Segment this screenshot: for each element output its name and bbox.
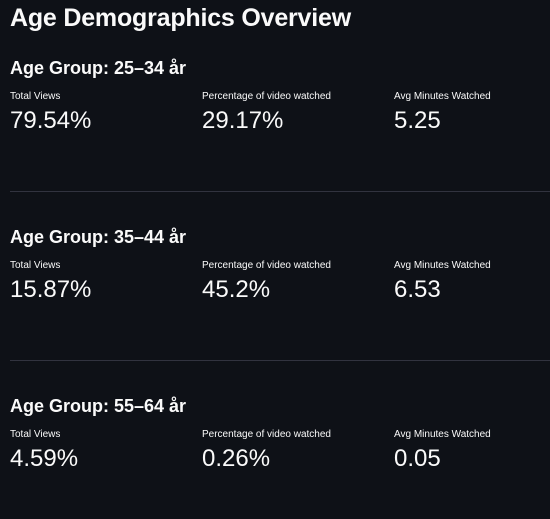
metric-label: Avg Minutes Watched [394,91,491,102]
metric-value: 0.26% [202,445,271,472]
metric-percentage-watched: Percentage of video watched 45.2% [202,260,331,304]
metric-value: 5.25 [394,107,441,134]
metric-label: Total Views [10,260,61,271]
age-group-section: Age Group: 25–34 år Total Views 79.54% P… [10,58,550,151]
metric-value: 6.53 [394,276,441,303]
age-group-section: Age Group: 55–64 år Total Views 4.59% Pe… [10,396,550,489]
metric-percentage-watched: Percentage of video watched 29.17% [202,91,331,135]
metrics-row: Total Views 15.87% Percentage of video w… [10,260,550,320]
metric-label: Avg Minutes Watched [394,260,491,271]
metric-avg-minutes: Avg Minutes Watched 5.25 [394,91,491,135]
metric-value: 79.54% [10,107,92,134]
metric-total-views: Total Views 79.54% [10,91,91,135]
metric-total-views: Total Views 15.87% [10,260,91,304]
metric-total-views: Total Views 4.59% [10,429,78,473]
metric-label: Total Views [10,429,61,440]
age-group-heading: Age Group: 35–44 år [10,227,187,247]
metric-label: Percentage of video watched [202,260,331,271]
section-divider [10,360,550,361]
page-title: Age Demographics Overview [10,4,351,32]
metric-label: Percentage of video watched [202,429,331,440]
metric-value: 45.2% [202,276,271,303]
metrics-row: Total Views 4.59% Percentage of video wa… [10,429,550,489]
metric-percentage-watched: Percentage of video watched 0.26% [202,429,331,473]
metric-value: 29.17% [202,107,284,134]
age-group-heading: Age Group: 55–64 år [10,396,187,416]
metric-value: 0.05 [394,445,441,472]
metric-label: Percentage of video watched [202,91,331,102]
metric-label: Avg Minutes Watched [394,429,491,440]
age-group-heading: Age Group: 25–34 år [10,58,187,78]
age-group-section: Age Group: 35–44 år Total Views 15.87% P… [10,227,550,320]
metric-avg-minutes: Avg Minutes Watched 0.05 [394,429,491,473]
metrics-row: Total Views 79.54% Percentage of video w… [10,91,550,151]
metric-label: Total Views [10,91,61,102]
metric-avg-minutes: Avg Minutes Watched 6.53 [394,260,491,304]
metric-value: 15.87% [10,276,92,303]
metric-value: 4.59% [10,445,79,472]
section-divider [10,191,550,192]
